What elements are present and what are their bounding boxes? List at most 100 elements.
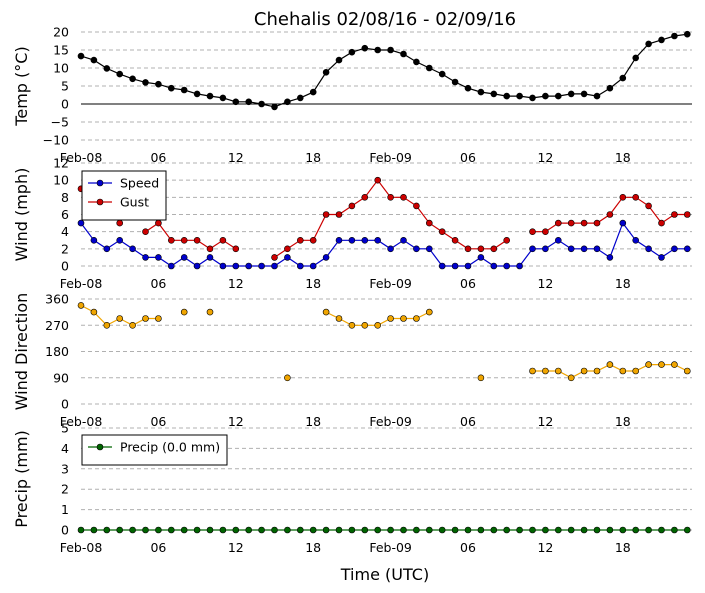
precip-series-precip-0-0-mm-point xyxy=(296,526,304,534)
wind-y-tick-label: 8 xyxy=(61,190,69,205)
temp-series-0-point xyxy=(400,50,407,58)
temp-x-tick-label: 18 xyxy=(305,150,321,165)
direction-series-0-point xyxy=(103,321,111,329)
precip-x-tick-label: Feb-09 xyxy=(369,540,412,555)
wind-series-speed-point xyxy=(309,262,317,270)
wind-series-speed-point xyxy=(206,254,214,261)
direction-series-0-point xyxy=(90,308,98,316)
wind-series-gust-point xyxy=(658,219,665,227)
direction-x-tick-label: Feb-09 xyxy=(369,414,412,429)
wind-series-gust-point xyxy=(348,202,356,210)
wind-y-tick-label: 2 xyxy=(61,241,69,256)
precip-series-precip-0-0-mm-point xyxy=(271,526,278,534)
direction-series-0-point xyxy=(284,374,291,382)
wind-series-gust-point xyxy=(425,219,433,227)
precip-x-tick-label: 06 xyxy=(460,540,476,555)
direction-y-tick-label: 180 xyxy=(45,344,69,359)
direction-series-0-point xyxy=(180,308,188,316)
precip-series-precip-0-0-mm-point xyxy=(477,526,485,534)
direction-series-0-point xyxy=(335,315,343,322)
wind-series-gust-point xyxy=(451,237,459,244)
temp-series-0-point xyxy=(632,54,640,62)
wind-series-gust-point xyxy=(580,219,588,227)
wind-series-speed-point xyxy=(567,245,575,253)
direction-series-0-point xyxy=(683,367,691,375)
precip-series-precip-0-0-mm-point xyxy=(619,526,627,534)
precip-series-precip-0-0-mm-point xyxy=(606,526,614,534)
wind-series-gust-point xyxy=(232,245,240,253)
direction-series-0-point xyxy=(77,302,85,309)
temp-series-0-point xyxy=(580,90,588,98)
temp-x-tick-label: 18 xyxy=(615,150,631,165)
wind-series-gust-point xyxy=(413,202,420,210)
wind-series-speed-point xyxy=(361,237,369,244)
wind-series-gust-point xyxy=(116,219,123,227)
wind-series-speed-point xyxy=(77,219,85,227)
precip-series-precip-0-0-mm-point xyxy=(400,526,407,534)
wind-y-tick-label: 10 xyxy=(53,173,69,188)
wind-series-speed-point xyxy=(413,245,420,253)
temp-series-0-point xyxy=(90,56,98,64)
temp-series-0-point xyxy=(155,80,162,88)
temp-series-0-point xyxy=(503,92,511,100)
wind-series-speed-point xyxy=(335,237,343,244)
wind-series-gust-point xyxy=(155,219,162,227)
temp-series-0-point xyxy=(413,58,420,66)
precip-x-tick-label: 18 xyxy=(615,540,631,555)
precip-series-precip-0-0-mm-point xyxy=(464,526,472,534)
wind-series-speed-point xyxy=(606,254,614,261)
wind-series-speed-point xyxy=(232,262,240,270)
temp-series-0-point xyxy=(374,46,382,54)
precip-series-precip-0-0-mm-point xyxy=(658,526,665,534)
wind-series-speed-point xyxy=(658,254,665,261)
temp-series-0-point xyxy=(168,84,175,92)
precip-series-precip-0-0-mm-point xyxy=(193,526,201,534)
temp-y-tick-label: 5 xyxy=(61,79,69,94)
temp-y-tick-label: 20 xyxy=(53,25,69,40)
direction-series-0-point xyxy=(361,321,369,329)
temp-series-0-point xyxy=(271,103,278,111)
wind-x-tick-label: Feb-08 xyxy=(60,276,103,291)
direction-x-tick-label: 12 xyxy=(228,414,244,429)
precip-series-precip-0-0-mm-point xyxy=(567,526,575,534)
temp-series-0-point xyxy=(284,98,291,106)
precip-series-precip-0-0-mm-point xyxy=(309,526,317,534)
precip-series-precip-0-0-mm-point xyxy=(361,526,369,534)
direction-x-tick-label: Feb-08 xyxy=(60,414,103,429)
wind-series-speed-point xyxy=(645,245,652,253)
wind-series-gust-point xyxy=(142,228,149,235)
wind-series-speed-point xyxy=(387,245,394,253)
wind-series-gust-point xyxy=(464,245,472,253)
temp-x-tick-label: 12 xyxy=(228,150,244,165)
wind-x-tick-label: 06 xyxy=(460,276,476,291)
temp-series-0-point xyxy=(683,30,691,38)
precip-y-tick-label: 1 xyxy=(61,502,69,517)
precip-series-precip-0-0-mm-point xyxy=(438,526,446,534)
temp-series-0-point xyxy=(77,52,85,60)
wind-series-speed-point xyxy=(90,237,98,244)
wind-series-speed-point xyxy=(554,237,562,244)
wind-x-tick-label: 12 xyxy=(537,276,553,291)
wind-series-gust-point xyxy=(322,211,330,218)
temp-x-tick-label: 06 xyxy=(150,150,166,165)
wind-series-gust-point xyxy=(180,237,188,244)
temp-series-0-point xyxy=(658,36,665,44)
direction-series-0-point xyxy=(580,367,588,375)
temp-series-0-point xyxy=(142,79,149,86)
wind-series-speed-point xyxy=(580,245,588,253)
wind-series-speed-point xyxy=(516,262,523,270)
wind-series-speed-point xyxy=(593,245,601,253)
temp-series-0-point xyxy=(348,48,356,56)
wind-series-speed-point xyxy=(168,262,175,270)
wind-series-speed-point xyxy=(258,262,265,270)
wind-series-speed-point xyxy=(477,254,485,261)
precip-y-tick-label: 4 xyxy=(61,441,69,456)
precip-legend-precip-0-0-mm-label: Precip (0.0 mm) xyxy=(120,440,220,455)
wind-series-speed-point xyxy=(155,254,162,261)
precip-series-precip-0-0-mm-point xyxy=(116,526,123,534)
precip-series-precip-0-0-mm-point xyxy=(142,526,149,534)
wind-legend-speed-label: Speed xyxy=(120,176,159,191)
temp-series-0-point xyxy=(322,69,330,76)
